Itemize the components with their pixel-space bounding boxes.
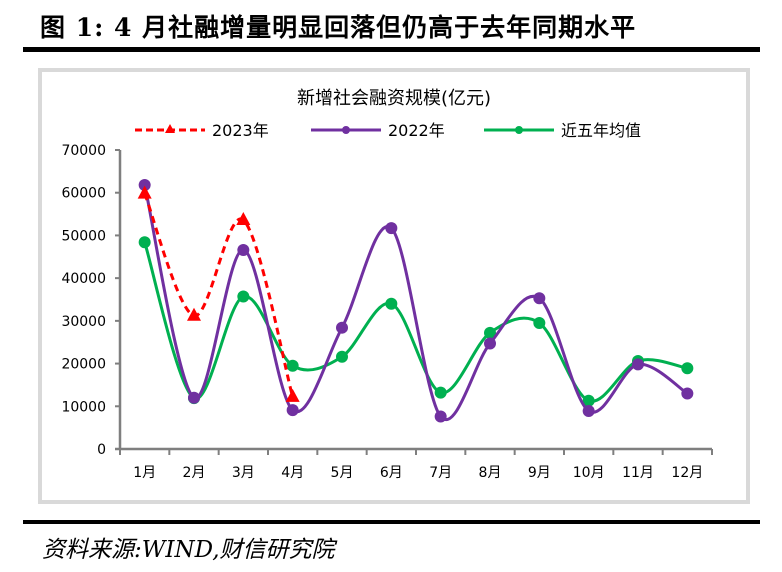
- legend-label: 近五年均值: [561, 121, 641, 140]
- source-rule: [23, 520, 760, 524]
- data-point-triangle: [236, 212, 251, 226]
- legend-label: 2023年: [212, 121, 269, 140]
- data-point: [434, 386, 447, 399]
- y-tick-label: 20000: [61, 357, 106, 373]
- x-tick-label: 1月: [133, 465, 156, 481]
- data-point-triangle: [137, 185, 152, 199]
- data-point: [237, 290, 250, 303]
- chart-frame: 新增社会融资规模(亿元) 2023年 2022年 近五年均值 0 10000 20000…: [38, 68, 750, 504]
- data-point: [582, 394, 595, 407]
- x-tick-label: 11月: [622, 465, 654, 481]
- series-line: [143, 184, 689, 421]
- x-tick-label: 12月: [671, 465, 703, 481]
- data-point: [681, 362, 694, 375]
- source-note: 资料来源:WIND,财信研究院: [42, 537, 335, 563]
- y-tick-label: 0: [97, 442, 106, 458]
- legend-item-2023: 2023年: [135, 121, 269, 140]
- data-point: [385, 222, 398, 235]
- legend-item-five-year-avg: 近五年均值: [484, 121, 641, 140]
- data-point: [434, 410, 447, 423]
- x-tick-label: 6月: [380, 465, 403, 481]
- data-point: [286, 404, 299, 417]
- x-tick-label: 10月: [573, 465, 605, 481]
- line-chart: 新增社会融资规模(亿元) 2023年 2022年 近五年均值 0 10000 20000…: [61, 88, 713, 481]
- data-point: [533, 292, 546, 305]
- legend-item-2022: 2022年: [311, 121, 445, 140]
- data-point: [484, 337, 496, 350]
- legend-marker: [515, 126, 523, 134]
- axes: 0 10000 20000 30000 40000 50000 60000 70000 1月 2月…: [61, 143, 713, 481]
- figure-title: 图 1: 4 月社融增量明显回落但仍高于去年同期水平: [40, 13, 637, 42]
- data-point-triangle: [187, 307, 201, 321]
- data-point: [138, 179, 151, 192]
- series-group: [137, 179, 694, 423]
- title-rule: [23, 47, 760, 52]
- x-tick-label: 3月: [232, 465, 255, 481]
- y-tick-label: 30000: [61, 314, 106, 330]
- legend-marker: [165, 124, 175, 133]
- legend-marker: [342, 126, 350, 134]
- data-point: [632, 358, 644, 371]
- x-tick-label: 9月: [528, 465, 551, 481]
- series-2023: [137, 185, 300, 402]
- data-point: [533, 316, 546, 329]
- x-tick-label: 7月: [429, 465, 452, 481]
- y-tick-label: 10000: [61, 399, 106, 415]
- data-point: [286, 359, 299, 372]
- x-tick-label: 2月: [183, 465, 206, 481]
- y-tick-label: 70000: [61, 143, 106, 159]
- series-line: [143, 193, 295, 398]
- data-point: [582, 404, 595, 417]
- y-tick-label: 40000: [61, 271, 106, 287]
- series-2022: [138, 179, 694, 423]
- data-point: [484, 326, 496, 339]
- y-tick-label: 50000: [61, 228, 106, 244]
- data-point: [336, 321, 348, 334]
- data-point: [138, 236, 151, 249]
- y-tick-label: 60000: [61, 186, 106, 202]
- data-point: [681, 387, 694, 400]
- data-point: [385, 297, 398, 310]
- data-point-triangle: [285, 388, 300, 402]
- x-tick-label: 5月: [331, 465, 354, 481]
- data-point: [188, 391, 200, 404]
- x-tick-label: 8月: [479, 465, 502, 481]
- data-point: [237, 243, 250, 256]
- legend: 2023年 2022年 近五年均值: [135, 121, 641, 140]
- data-point: [336, 350, 348, 363]
- legend-label: 2022年: [388, 121, 445, 140]
- x-tick-label: 4月: [281, 465, 304, 481]
- chart-title: 新增社会融资规模(亿元): [297, 88, 491, 109]
